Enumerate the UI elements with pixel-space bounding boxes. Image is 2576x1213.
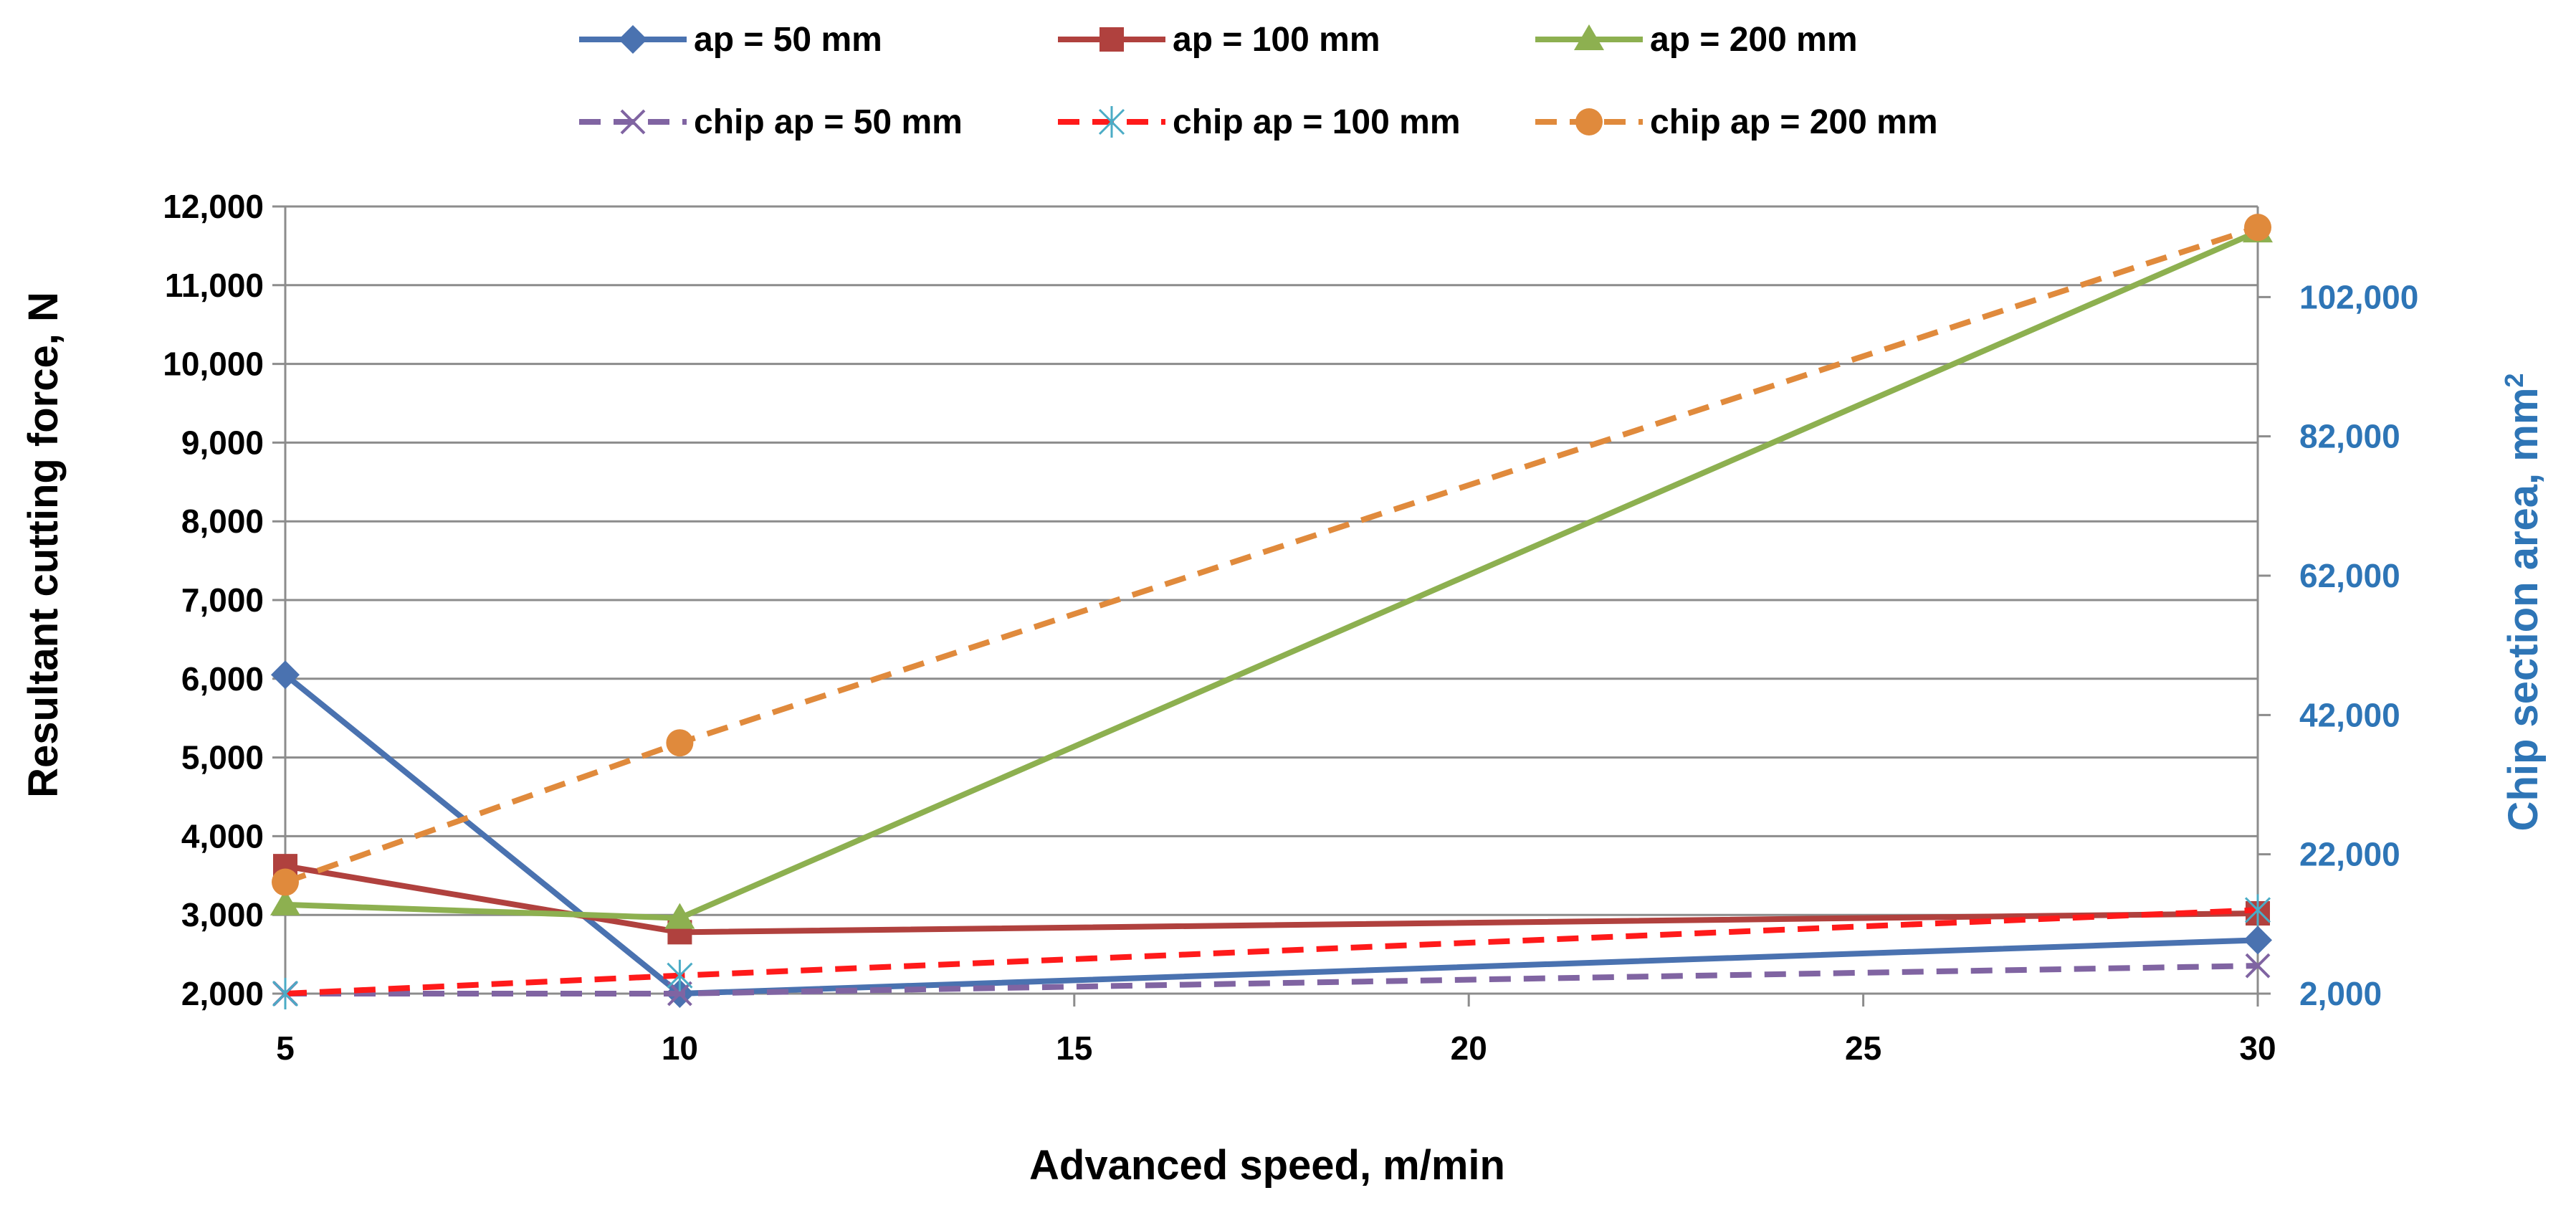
legend: ap = 50 mm ap = 100 mm ap = 200 mm chip ap … [579, 21, 1938, 141]
legend-label: ap = 100 mm [1173, 21, 1380, 59]
data-point [272, 978, 299, 1009]
y-tick-label: 2,000 [181, 975, 264, 1012]
y2-axis-title: Chip section area, mm2 [2499, 374, 2547, 832]
legend-marker [1575, 108, 1603, 135]
legend-marker [620, 109, 646, 135]
y2-axis-title-superscript: 2 [2499, 374, 2529, 388]
data-point [271, 660, 300, 690]
y-tick-label: 10,000 [163, 346, 264, 383]
series-3 [270, 217, 2273, 929]
legend-item: ap = 50 mm [579, 21, 882, 59]
series-group [270, 214, 2273, 1009]
series-2 [273, 854, 2270, 945]
y2-tick-label: 62,000 [2299, 557, 2400, 594]
axes: 2,000 3,000 4,000 5,000 6,000 7,000 8,000 9,000… [163, 188, 2418, 1067]
series-6 [272, 214, 2271, 896]
data-point [2244, 894, 2271, 926]
y-tick-label: 12,000 [163, 188, 264, 225]
data-point [667, 959, 693, 991]
series-line [285, 863, 2258, 936]
x-tick-label: 20 [1451, 1029, 1487, 1067]
y-tick-label: 5,000 [181, 739, 264, 776]
y-tick-label: 9,000 [181, 424, 264, 461]
y-tick-label: 7,000 [181, 581, 264, 619]
legend-label: chip ap = 200 mm [1650, 103, 1938, 141]
y2-tick-label: 102,000 [2299, 278, 2418, 315]
y-tick-label: 3,000 [181, 896, 264, 933]
y-tick-label: 11,000 [165, 267, 264, 304]
data-point [666, 729, 694, 757]
legend-marker [1574, 24, 1604, 50]
legend-label: chip ap = 100 mm [1173, 103, 1461, 141]
legend-item: ap = 100 mm [1058, 21, 1380, 59]
x-tick-label: 5 [276, 1029, 295, 1067]
data-point [2243, 926, 2272, 955]
legend-label: chip ap = 50 mm [694, 103, 963, 141]
legend-label: ap = 200 mm [1650, 21, 1858, 59]
series-5 [272, 894, 2271, 1009]
legend-marker [1098, 106, 1125, 138]
x-tick-label: 30 [2239, 1029, 2276, 1067]
y-tick-label: 8,000 [181, 503, 264, 540]
y2-axis-title-text: Chip section area, mm [2500, 388, 2547, 832]
series-1 [271, 660, 2272, 1008]
y2-tick-label: 2,000 [2299, 975, 2382, 1012]
y-tick-label: 6,000 [181, 660, 264, 698]
legend-label: ap = 50 mm [694, 21, 882, 59]
x-axis-title: Advanced speed, m/min [1029, 1142, 1505, 1189]
legend-item: chip ap = 100 mm [1058, 103, 1461, 141]
data-point [2245, 953, 2271, 979]
data-point [2244, 214, 2271, 242]
legend-item: ap = 200 mm [1535, 21, 1858, 59]
y-tick-label: 4,000 [181, 817, 264, 855]
x-tick-label: 10 [662, 1029, 698, 1067]
x-tick-label: 25 [1845, 1029, 1881, 1067]
x-tick-label: 15 [1056, 1029, 1092, 1067]
data-point [664, 903, 695, 929]
data-point [272, 868, 299, 896]
y-axis-title: Resultant cutting force, N [20, 292, 67, 798]
legend-item: chip ap = 50 mm [579, 103, 963, 141]
data-point [667, 981, 692, 1007]
y2-tick-label: 22,000 [2299, 836, 2400, 873]
series-line [283, 672, 2258, 996]
legend-item: chip ap = 200 mm [1535, 103, 1938, 141]
legend-marker [619, 25, 647, 54]
series-line [285, 229, 2259, 921]
legend-marker [1099, 27, 1124, 52]
y2-tick-label: 42,000 [2299, 696, 2400, 733]
series-line [284, 224, 2259, 885]
data-point [270, 889, 300, 915]
y2-tick-label: 82,000 [2299, 418, 2400, 455]
